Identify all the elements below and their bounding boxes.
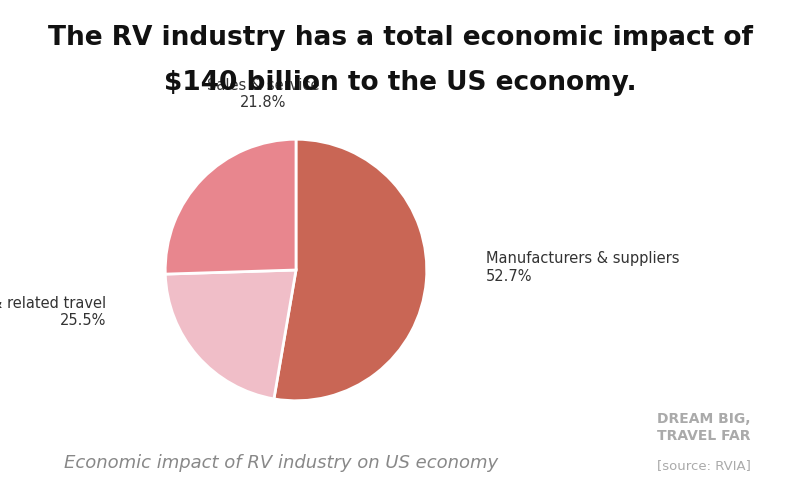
Wedge shape (166, 270, 296, 399)
Text: Campgrounds & related travel
25.5%: Campgrounds & related travel 25.5% (0, 296, 106, 328)
Text: [source: RVIA]: [source: RVIA] (657, 460, 751, 472)
Text: $140 billion to the US economy.: $140 billion to the US economy. (164, 70, 636, 96)
Text: Economic impact of RV industry on US economy: Economic impact of RV industry on US eco… (64, 454, 498, 472)
Text: DREAM BIG,
TRAVEL FAR: DREAM BIG, TRAVEL FAR (658, 412, 750, 442)
Text: Manufacturers & suppliers
52.7%: Manufacturers & suppliers 52.7% (486, 251, 679, 284)
Text: Sales & service
21.8%: Sales & service 21.8% (207, 78, 319, 110)
Text: The RV industry has a total economic impact of: The RV industry has a total economic imp… (47, 25, 753, 51)
Wedge shape (274, 139, 426, 401)
Wedge shape (166, 139, 296, 274)
